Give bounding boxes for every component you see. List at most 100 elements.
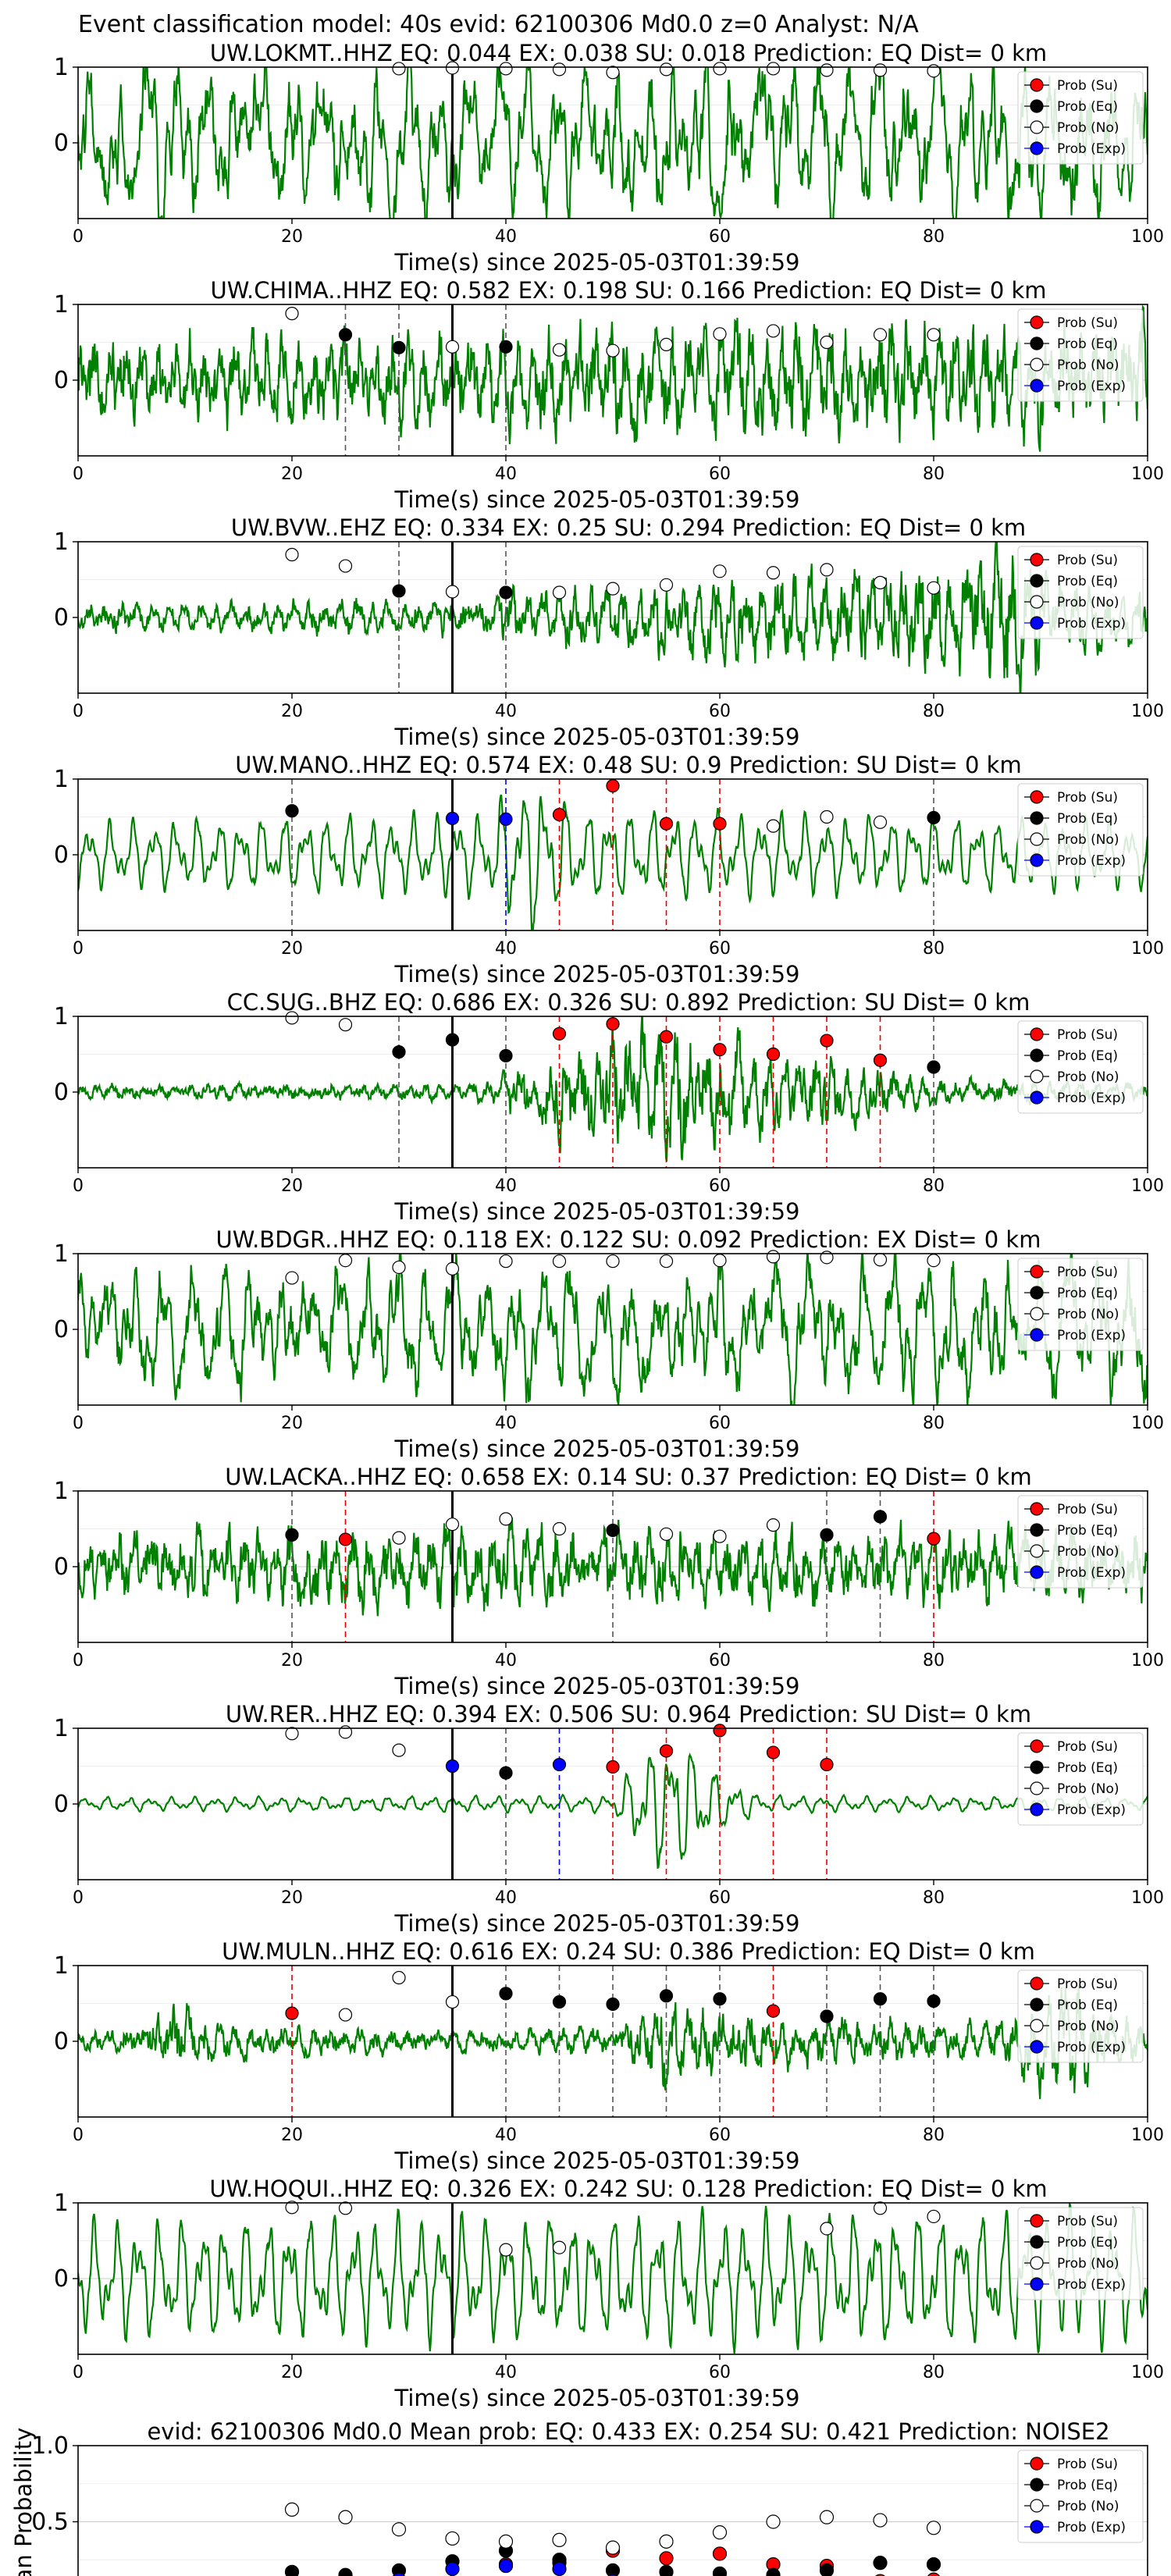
- prob-point-no: [606, 1254, 620, 1268]
- legend-label: Prob (Exp): [1057, 379, 1126, 394]
- panel-title: UW.BDGR..HHZ EQ: 0.118 EX: 0.122 SU: 0.0…: [216, 1226, 1041, 1253]
- mean-prob-point-exp: [393, 2572, 405, 2576]
- legend-label: Prob (Exp): [1057, 1565, 1126, 1581]
- mean-prob-point-eq: [766, 2567, 781, 2576]
- prob-point-su: [766, 1047, 781, 1062]
- y-tick-label: 1: [54, 1240, 69, 1268]
- legend-marker: [1030, 811, 1044, 825]
- legend-label: Prob (Su): [1057, 78, 1118, 94]
- legend-label: Prob (Eq): [1057, 1760, 1118, 1776]
- y-tick-label: 0: [54, 1316, 69, 1343]
- waveform-trace: [78, 1984, 1148, 2100]
- waveform-trace: [78, 67, 1148, 219]
- legend-label: Prob (Eq): [1057, 2478, 1118, 2493]
- prob-point-eq: [285, 1528, 299, 1542]
- y-tick-label: 1: [54, 291, 69, 318]
- x-tick-label: 0: [73, 2126, 84, 2145]
- legend-label: Prob (Su): [1057, 1502, 1118, 1517]
- legend-marker: [1030, 1523, 1044, 1537]
- x-tick-label: 80: [923, 702, 945, 721]
- legend-marker: [1030, 2520, 1044, 2534]
- prob-point-no: [338, 2201, 353, 2215]
- legend-label: Prob (No): [1057, 358, 1119, 373]
- prob-point-no: [766, 819, 781, 833]
- legend-label: Prob (No): [1057, 2019, 1119, 2034]
- x-tick-label: 60: [709, 1414, 731, 1433]
- prob-point-no: [927, 2209, 941, 2224]
- legend-box: [1017, 1495, 1144, 1589]
- mean-prob-point-eq: [712, 2566, 728, 2576]
- legend-marker: [1030, 616, 1044, 630]
- y-tick-label: 1: [54, 2190, 69, 2217]
- x-tick-label: 0: [73, 1414, 84, 1433]
- mean-prob-point-su: [659, 2551, 674, 2566]
- y-tick-label: 0: [54, 2265, 69, 2293]
- prob-point-exp: [445, 1759, 460, 1774]
- x-tick-label: 100: [1131, 1176, 1164, 1196]
- chart-panel-6: 0 20 40 60 80 100 0 1 UW.LACKA..HHZ EQ: 0.658 EX…: [54, 1464, 1164, 1699]
- x-tick-label: 100: [1131, 1651, 1164, 1670]
- prob-point-no: [392, 62, 406, 76]
- y-tick-label: 1.0: [31, 2432, 69, 2460]
- prob-point-no: [820, 563, 834, 577]
- x-tick-label: 0: [73, 1651, 84, 1670]
- legend-label: Prob (Exp): [1057, 141, 1126, 157]
- legend-marker: [1030, 853, 1044, 867]
- prob-point-no: [445, 61, 460, 75]
- prob-point-eq: [499, 585, 513, 600]
- prob-point-no: [606, 582, 620, 596]
- legend-label: Prob (Eq): [1057, 2235, 1118, 2250]
- prob-point-eq: [499, 1048, 513, 1063]
- x-axis-label: Time(s) since 2025-05-03T01:39:59: [394, 486, 800, 513]
- x-tick-label: 40: [495, 702, 517, 721]
- legend-label: Prob (Exp): [1057, 2040, 1126, 2055]
- x-tick-label: 40: [495, 1651, 517, 1670]
- mean-prob-point-no: [712, 2525, 728, 2540]
- x-tick-label: 20: [281, 1651, 303, 1670]
- prob-point-su: [820, 1757, 834, 1772]
- legend-label: Prob (No): [1057, 595, 1119, 610]
- prob-point-eq: [820, 2009, 834, 2023]
- prob-point-no: [873, 328, 888, 342]
- legend-marker: [1030, 1307, 1044, 1321]
- x-tick-label: 20: [281, 1888, 303, 1908]
- x-tick-label: 80: [923, 464, 945, 484]
- mean-prob-point-no: [338, 2510, 353, 2524]
- x-axis-label: Time(s) since 2025-05-03T01:39:59: [394, 961, 800, 987]
- prob-point-no: [445, 1994, 460, 2009]
- prob-point-no: [285, 1011, 299, 1025]
- x-tick-label: 80: [923, 1888, 945, 1908]
- panel-title: UW.RER..HHZ EQ: 0.394 EX: 0.506 SU: 0.96…: [226, 1701, 1031, 1727]
- prob-point-no: [392, 1743, 406, 1757]
- prob-point-no: [285, 2201, 299, 2215]
- y-tick-label: 1: [54, 1952, 69, 1980]
- legend-box: [1017, 1969, 1144, 2063]
- legend-label: Prob (Eq): [1057, 811, 1118, 827]
- prob-point-su: [713, 817, 727, 831]
- legend-marker: [1030, 2277, 1044, 2291]
- x-tick-label: 0: [73, 227, 84, 247]
- legend-marker: [1030, 120, 1044, 134]
- prob-point-su: [873, 1053, 888, 1067]
- prob-point-no: [873, 575, 888, 589]
- prob-point-eq: [873, 1510, 888, 1524]
- legend-marker: [1030, 99, 1044, 113]
- x-tick-label: 100: [1131, 1888, 1164, 1908]
- prob-point-no: [552, 1254, 567, 1268]
- legend-marker: [1030, 1328, 1044, 1342]
- y-axis-label: Mean Probability: [10, 2428, 37, 2576]
- mean-prob-point-eq: [284, 2564, 300, 2576]
- x-tick-label: 40: [495, 1888, 517, 1908]
- x-tick-label: 60: [709, 1651, 731, 1670]
- prob-point-no: [338, 1018, 353, 1032]
- x-tick-label: 80: [923, 1651, 945, 1670]
- prob-point-eq: [713, 1992, 727, 2006]
- x-tick-label: 20: [281, 1176, 303, 1196]
- legend-marker: [1030, 2478, 1044, 2492]
- x-tick-label: 60: [709, 702, 731, 721]
- prob-point-no: [927, 581, 941, 595]
- prob-point-su: [766, 1745, 781, 1759]
- legend-label: Prob (Su): [1057, 790, 1118, 806]
- prob-point-no: [873, 815, 888, 829]
- y-tick-label: 0: [54, 1791, 69, 1818]
